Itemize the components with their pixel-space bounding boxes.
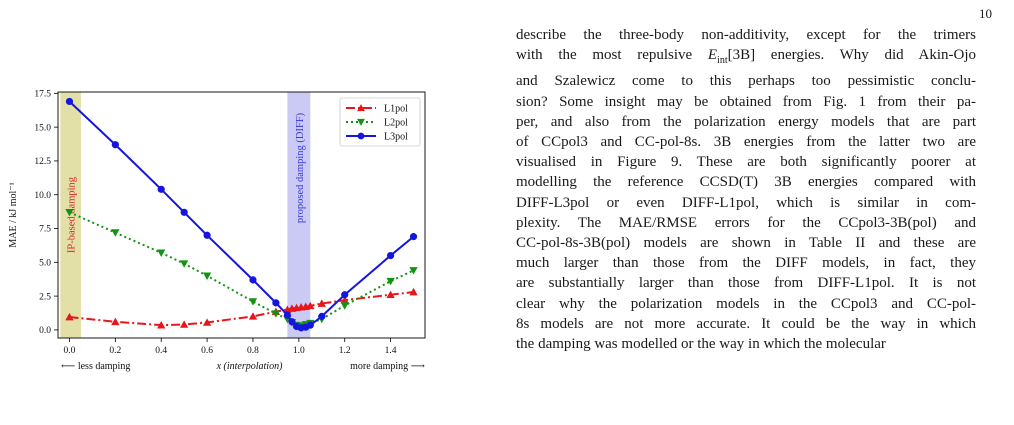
- x-tick-label: 0.2: [109, 346, 121, 356]
- text-line: CC-pol-8s-3B(pol) models are shown in Ta…: [516, 235, 976, 252]
- data-point: [111, 141, 119, 149]
- x-axis-right-label: more damping ⟶: [350, 361, 425, 372]
- x-tick-label: 0.8: [247, 346, 259, 356]
- text-line: clear why the polarization models in the…: [516, 295, 976, 312]
- text-line: sion? Some insight may be obtained from …: [516, 93, 976, 110]
- series-l3pol: [65, 97, 418, 332]
- data-point: [248, 312, 258, 320]
- data-point: [409, 287, 418, 296]
- text-line: plexity. The MAE/RMSE errors for the CCp…: [516, 214, 976, 231]
- data-point: [306, 301, 315, 310]
- data-point: [306, 321, 314, 329]
- text-line: describe the three-body non-additivity, …: [516, 27, 976, 43]
- data-point: [357, 104, 365, 112]
- text-line: with the most repulsive Eint[3B] energie…: [516, 47, 976, 67]
- figure: IP-based damping proposed damping (DIFF) 0…: [0, 80, 440, 380]
- y-tick-label: 12.5: [34, 157, 51, 167]
- x-axis-label: x (interpolation): [216, 361, 283, 372]
- text-line: and Szalewicz come to this perhaps too p…: [516, 73, 976, 90]
- y-tick-label: 7.5: [39, 225, 51, 235]
- text-line: 8s models are not more accurate. It coul…: [516, 315, 976, 332]
- data-point: [157, 321, 166, 329]
- x-tick-label: 1.0: [293, 346, 305, 356]
- text-line: DIFF-L3pol or even DIFF-L1pol, which is …: [516, 194, 976, 211]
- data-point: [248, 298, 258, 306]
- x-tick-label: 1.2: [339, 346, 351, 356]
- data-point: [357, 118, 365, 126]
- text-line: are substantially larger than those from…: [516, 275, 976, 292]
- legend-label: L2pol: [384, 118, 408, 129]
- data-point: [65, 97, 74, 106]
- y-tick-label: 5.0: [39, 259, 51, 269]
- region-label: IP-based damping: [67, 176, 78, 253]
- data-point: [111, 229, 120, 237]
- body-paragraph: describe the three-body non-additivity, …: [516, 25, 976, 354]
- data-point: [317, 299, 326, 307]
- data-point: [157, 249, 166, 257]
- text-line: per, and also from the polarization ener…: [516, 113, 976, 130]
- data-point: [203, 231, 211, 239]
- region-band: [287, 92, 311, 338]
- x-axis-left-label: ⟵ less damping: [61, 361, 130, 372]
- x-tick-label: 0.0: [64, 346, 76, 356]
- data-point: [288, 318, 296, 326]
- data-point: [283, 311, 291, 319]
- data-point: [180, 320, 189, 328]
- region-band: [60, 92, 81, 338]
- data-point: [180, 260, 189, 268]
- y-tick-label: 17.5: [34, 90, 51, 100]
- data-point: [157, 185, 165, 193]
- data-point: [409, 233, 418, 241]
- data-point: [386, 251, 395, 260]
- text-line: modelling the reference CCSD(T) 3B energ…: [516, 174, 976, 191]
- data-point: [409, 267, 418, 275]
- y-tick-label: 10.0: [34, 191, 51, 201]
- data-point: [386, 290, 395, 299]
- data-point: [65, 208, 74, 217]
- data-point: [272, 299, 280, 307]
- data-point: [318, 312, 326, 320]
- y-tick-label: 15.0: [34, 123, 51, 133]
- x-tick-label: 0.4: [155, 346, 167, 356]
- x-tick-label: 0.6: [201, 346, 213, 356]
- data-point: [341, 291, 349, 299]
- data-point: [340, 302, 349, 310]
- legend-label: L1pol: [384, 104, 408, 115]
- data-point: [249, 276, 257, 284]
- data-point: [180, 208, 188, 216]
- y-tick-label: 2.5: [39, 292, 51, 302]
- page-number: 10: [979, 6, 992, 21]
- legend-label: L3pol: [384, 132, 408, 143]
- data-point: [386, 277, 395, 286]
- data-point: [202, 318, 212, 326]
- data-point: [340, 296, 349, 304]
- y-tick-label: 0.0: [39, 326, 51, 336]
- text-line: visualised in Figure 9. These are both s…: [516, 154, 976, 171]
- y-axis-label: MAE / kJ mol⁻¹: [8, 182, 19, 247]
- region-label: proposed damping (DIFF): [295, 112, 306, 223]
- data-point: [202, 272, 212, 280]
- data-point: [357, 132, 365, 140]
- text-line: much larger than those from the DIFF mod…: [516, 255, 976, 272]
- data-point: [271, 310, 281, 318]
- data-point: [65, 312, 74, 321]
- text-line: of CCpol3 and CC-pol-8s. 3B energies fro…: [516, 134, 976, 151]
- x-tick-label: 1.4: [385, 346, 397, 356]
- mae-line-chart: IP-based damping proposed damping (DIFF) 0…: [8, 90, 426, 372]
- plot-frame: [57, 91, 426, 339]
- data-point: [111, 317, 120, 326]
- text-line: the damping was modelled or the way in w…: [516, 336, 886, 353]
